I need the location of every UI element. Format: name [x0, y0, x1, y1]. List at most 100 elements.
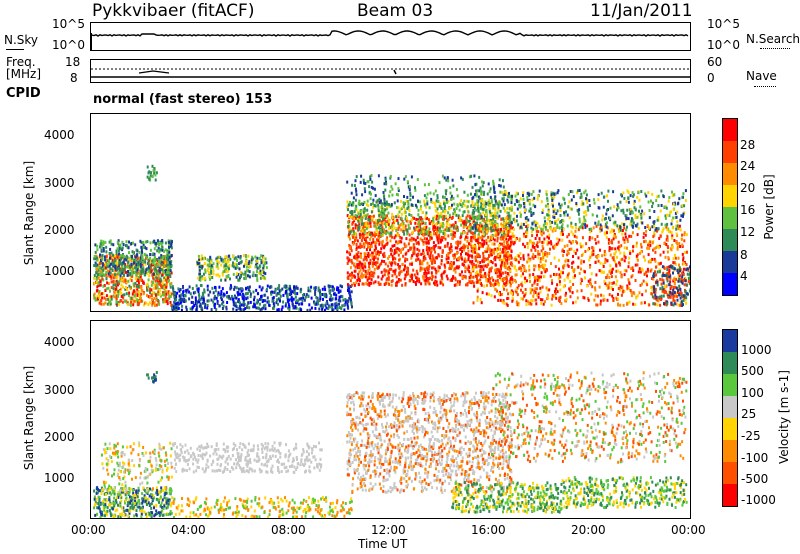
- power-heatmap-cell: [244, 275, 247, 279]
- power-heatmap-cell: [168, 255, 171, 259]
- power-heatmap-cell: [125, 240, 128, 244]
- power-heatmap-cell: [560, 233, 563, 237]
- power-heatmap-cell: [373, 262, 376, 266]
- power-heatmap-cell: [682, 258, 685, 262]
- power-heatmap-cell: [412, 280, 415, 283]
- power-heatmap-cell: [434, 232, 437, 236]
- power-heatmap-cell: [438, 214, 441, 218]
- power-heatmap-cell: [608, 270, 611, 274]
- power-heatmap-cell: [450, 229, 453, 233]
- power-heatmap-cell: [503, 247, 505, 251]
- power-heatmap-cell: [149, 264, 152, 268]
- power-heatmap-cell: [584, 250, 587, 253]
- power-heatmap-cell: [105, 287, 108, 291]
- power-heatmap-cell: [531, 288, 534, 292]
- power-heatmap-cell: [379, 229, 382, 232]
- power-heatmap-cell: [377, 218, 380, 222]
- power-heatmap-cell: [480, 230, 483, 234]
- power-heatmap-cell: [445, 228, 448, 232]
- power-heatmap-cell: [206, 284, 209, 288]
- power-heatmap-cell: [97, 258, 100, 262]
- power-heatmap-cell: [351, 305, 353, 309]
- power-heatmap-cell: [378, 240, 381, 244]
- power-heatmap-cell: [110, 267, 113, 271]
- power-heatmap-cell: [339, 299, 342, 303]
- power-heatmap-cell: [469, 219, 472, 223]
- power-heatmap-cell: [642, 255, 645, 259]
- power-heatmap-cell: [375, 224, 378, 228]
- power-heatmap-cell: [158, 256, 161, 260]
- power-heatmap-cell: [364, 217, 367, 220]
- power-heatmap-cell: [162, 300, 165, 304]
- power-heatmap-cell: [145, 240, 147, 244]
- power-heatmap-cell: [669, 280, 672, 284]
- power-heatmap-cell: [289, 287, 292, 291]
- power-heatmap-cell: [191, 306, 194, 310]
- power-heatmap-cell: [135, 273, 138, 277]
- power-heatmap-cell: [201, 291, 204, 295]
- power-heatmap-cell: [396, 233, 399, 237]
- power-heatmap-cell: [531, 241, 534, 245]
- power-heatmap-cell: [290, 292, 293, 296]
- power-heatmap-cell: [99, 253, 101, 257]
- power-heatmap-cell: [207, 299, 210, 303]
- power-heatmap-cell: [612, 258, 615, 262]
- power-heatmap-cell: [196, 262, 199, 265]
- power-heatmap-cell: [206, 306, 209, 310]
- power-heatmap-cell: [99, 273, 102, 277]
- power-heatmap-cell: [356, 214, 359, 218]
- power-heatmap-cell: [597, 254, 600, 258]
- power-heatmap-cell: [461, 250, 463, 253]
- power-heatmap-cell: [240, 287, 243, 291]
- power-heatmap-cell: [424, 221, 427, 225]
- power-heatmap-cell: [409, 262, 412, 266]
- power-heatmap-cell: [544, 300, 546, 304]
- power-heatmap-cell: [112, 276, 115, 280]
- power-heatmap-cell: [623, 268, 626, 272]
- power-heatmap-cell: [627, 278, 630, 282]
- power-heatmap-cell: [454, 278, 457, 282]
- power-heatmap-cell: [383, 195, 386, 199]
- power-heatmap-cell: [498, 267, 501, 271]
- power-heatmap-cell: [499, 251, 502, 255]
- power-heatmap-cell: [354, 198, 357, 202]
- power-heatmap-cell: [135, 263, 138, 267]
- power-heatmap-cell: [443, 207, 446, 210]
- power-heatmap-cell: [596, 303, 599, 307]
- power-heatmap-cell: [148, 295, 151, 299]
- power-heatmap-cell: [204, 276, 207, 280]
- power-heatmap-cell: [108, 295, 111, 299]
- power-heatmap-cell: [587, 248, 590, 252]
- power-heatmap-cell: [507, 222, 510, 225]
- power-heatmap-cell: [438, 266, 441, 270]
- power-heatmap-cell: [407, 205, 410, 209]
- power-heatmap-cell: [592, 246, 595, 250]
- power-heatmap-cell: [492, 206, 495, 210]
- power-heatmap-cell: [384, 203, 387, 207]
- power-heatmap-cell: [432, 217, 435, 221]
- power-heatmap-cell: [225, 305, 228, 309]
- power-heatmap-cell: [385, 200, 388, 204]
- power-heatmap-cell: [656, 298, 659, 302]
- power-heatmap-cell: [383, 251, 386, 255]
- power-heatmap-cell: [407, 249, 410, 253]
- power-heatmap-cell: [378, 283, 381, 286]
- power-heatmap-cell: [95, 264, 97, 268]
- power-heatmap-cell: [678, 274, 681, 278]
- power-heatmap-cell: [160, 284, 162, 288]
- power-heatmap-cell: [232, 298, 235, 302]
- power-heatmap-cell: [216, 300, 219, 303]
- power-heatmap-cell: [338, 306, 341, 309]
- power-heatmap-cell: [130, 296, 133, 300]
- power-heatmap-cell: [341, 295, 344, 299]
- power-heatmap-cell: [166, 254, 169, 258]
- power-heatmap-cell: [203, 257, 206, 261]
- power-heatmap-cell: [491, 251, 494, 255]
- power-heatmap-cell: [131, 274, 134, 278]
- power-heatmap-cell: [134, 277, 137, 281]
- power-heatmap-cell: [93, 257, 96, 261]
- power-heatmap-cell: [386, 241, 389, 245]
- power-heatmap-cell: [109, 239, 112, 243]
- power-heatmap-cell: [93, 254, 96, 258]
- power-heatmap-cell: [120, 295, 123, 298]
